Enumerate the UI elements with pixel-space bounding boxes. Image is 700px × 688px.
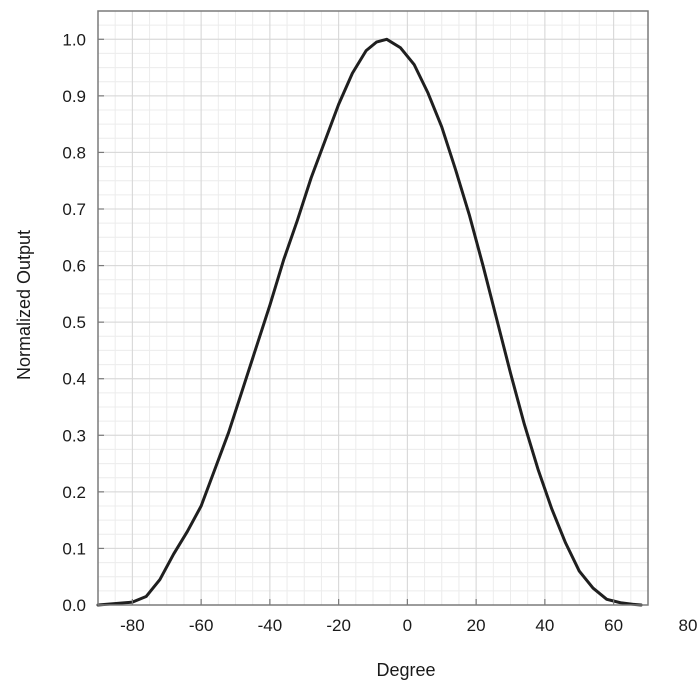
y-tick-label: 0.7	[62, 200, 86, 219]
x-tick-label: 80	[679, 616, 698, 635]
x-axis-title: Degree	[376, 660, 435, 680]
y-tick-label: 1.0	[62, 30, 86, 49]
x-tick-label: 20	[467, 616, 486, 635]
x-tick-label: -20	[326, 616, 351, 635]
x-axis-ticks: -80 -60 -40 -20 0 20 40 60 80	[120, 599, 697, 635]
x-tick-label: -40	[258, 616, 283, 635]
y-axis-ticks: 0.0 0.1 0.2 0.3 0.4 0.5 0.6 0.7 0.8 0.9 1.0	[62, 30, 104, 615]
plot-frame	[97, 10, 649, 606]
y-tick-label: 0.9	[62, 87, 86, 106]
x-tick-label: 0	[403, 616, 412, 635]
y-tick-label: 0.0	[62, 596, 86, 615]
x-tick-label: -80	[120, 616, 145, 635]
series-line-normalized-output	[96, 37, 643, 607]
y-tick-label: 0.3	[62, 426, 86, 445]
y-tick-label: 0.4	[62, 370, 86, 389]
x-tick-label: 40	[535, 616, 554, 635]
x-tick-label: 60	[604, 616, 623, 635]
y-tick-label: 0.8	[62, 143, 86, 162]
minor-grid	[97, 10, 649, 606]
y-tick-label: 0.2	[62, 483, 86, 502]
y-tick-label: 0.5	[62, 313, 86, 332]
x-tick-label: -60	[189, 616, 214, 635]
y-axis-title: Normalized Output	[14, 230, 34, 380]
y-tick-label: 0.1	[62, 539, 86, 558]
y-tick-label: 0.6	[62, 257, 86, 276]
